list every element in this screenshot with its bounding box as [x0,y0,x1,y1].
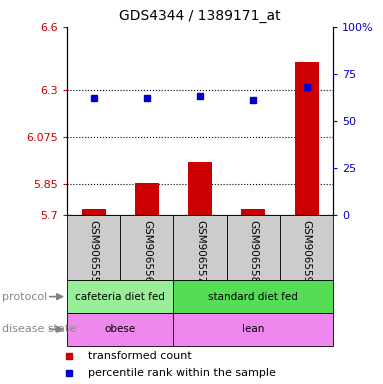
Text: GSM906559: GSM906559 [301,220,312,283]
Text: GSM906556: GSM906556 [142,220,152,283]
Bar [173,313,333,346]
Bar [135,183,159,215]
Text: standard diet fed: standard diet fed [208,291,298,302]
Bar [173,215,227,280]
Bar [173,280,333,313]
Text: percentile rank within the sample: percentile rank within the sample [88,368,276,378]
Bar [280,215,333,280]
Bar [295,63,319,215]
Text: GSM906558: GSM906558 [248,220,259,283]
Text: cafeteria diet fed: cafeteria diet fed [75,291,165,302]
Title: GDS4344 / 1389171_at: GDS4344 / 1389171_at [119,9,281,23]
Text: transformed count: transformed count [88,351,192,361]
Bar [188,162,212,215]
Text: lean: lean [242,324,265,334]
Text: GSM906557: GSM906557 [195,220,205,283]
Text: disease state: disease state [2,324,76,334]
Bar [241,209,265,215]
Text: GSM906555: GSM906555 [88,220,99,283]
Bar [227,215,280,280]
Bar [82,209,106,215]
Bar [67,280,173,313]
Bar [120,215,173,280]
Bar [67,313,173,346]
Bar [67,215,120,280]
Text: protocol: protocol [2,291,47,302]
Text: obese: obese [105,324,136,334]
